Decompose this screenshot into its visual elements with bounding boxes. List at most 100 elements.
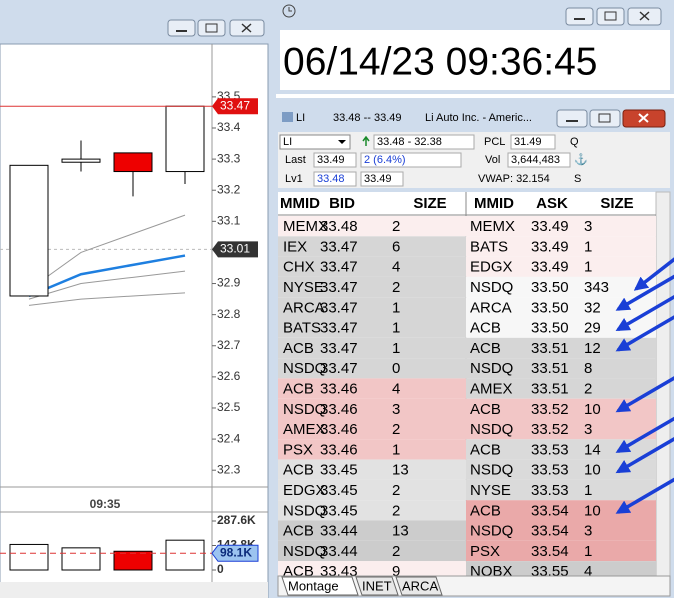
symbol-box[interactable] [279, 134, 351, 150]
ask-row [466, 398, 656, 419]
left-buttons[interactable] [167, 19, 265, 37]
price-tick-label: 33.2 [217, 182, 241, 196]
tab[interactable] [395, 576, 443, 596]
book-cell: ARCA [283, 299, 325, 316]
clock-buttons[interactable] [565, 7, 662, 26]
bid-row [278, 297, 466, 318]
book-cell: 33.44 [320, 523, 358, 540]
bid-row [278, 337, 466, 359]
lv1-ask: 33.49 [364, 173, 392, 185]
arrow [633, 257, 674, 291]
book-cell: 13 [392, 523, 409, 540]
book-cell: 33.47 [320, 279, 358, 296]
price-tick-label: 32.7 [217, 338, 241, 352]
bid-row [278, 276, 466, 298]
ask-row [466, 520, 656, 541]
book-cell: ACB [283, 563, 314, 580]
book-cell: 33.47 [320, 259, 358, 276]
l2-buttons[interactable] [556, 109, 666, 128]
book-cell: NSDQ [283, 543, 326, 560]
arrow [615, 477, 674, 514]
volume-bar [9, 543, 49, 571]
price-tick-label: 33.3 [217, 151, 241, 165]
ask-row [466, 276, 656, 298]
book-cell: 14 [584, 441, 601, 458]
book-cell: 2 [392, 279, 400, 296]
clock-face [280, 30, 670, 90]
tab[interactable] [281, 576, 359, 596]
vol: 3,644,483 [511, 154, 560, 166]
arrow [615, 274, 674, 311]
tab-label[interactable]: ARCA [402, 578, 438, 593]
l2-icon [282, 112, 293, 122]
book-cell: CHX [283, 259, 315, 276]
lv1-bid-box [313, 171, 357, 187]
book-cell: NYSE [283, 279, 324, 296]
book-cell: AMEX [470, 381, 513, 398]
book-cell: NSDQ [470, 462, 513, 479]
book-cell: 12 [584, 340, 601, 357]
bid-row [278, 419, 466, 440]
candle-body [9, 164, 49, 297]
volume-bar [61, 547, 101, 571]
moving-average [28, 292, 186, 306]
book-cell: 8 [584, 360, 592, 377]
book-cell: 33.50 [531, 279, 569, 296]
book-cell: 33.46 [320, 401, 358, 418]
book-cell: 10 [584, 502, 601, 519]
bid-row [278, 256, 466, 277]
ask-row [466, 439, 656, 460]
clock-icon [282, 4, 296, 18]
book-cell: 33.52 [531, 401, 569, 418]
book-cell: NSDQ [470, 421, 513, 438]
book-cell: 32 [584, 299, 601, 316]
book-cell: 6 [392, 238, 400, 255]
tab[interactable] [355, 576, 399, 596]
moving-average [28, 214, 186, 291]
book-cell: PSX [283, 441, 313, 458]
q: Q [570, 136, 579, 148]
average-flag [212, 241, 258, 258]
book-cell: BATS [283, 320, 321, 337]
book-cell: 33.53 [531, 482, 569, 499]
tab-label[interactable]: Montage [288, 578, 339, 593]
bid-row [278, 236, 466, 257]
bid-row [278, 479, 466, 501]
book-cell: ACB [470, 502, 501, 519]
bid-row [278, 378, 466, 399]
volume-marker-label: 98.1K [220, 545, 252, 559]
candle-body [165, 105, 205, 173]
book-cell: 33.47 [320, 320, 358, 337]
book-cell: 33.46 [320, 441, 358, 458]
bid-row [278, 216, 466, 237]
bid-row [278, 439, 466, 460]
ask-row [466, 378, 656, 399]
book-cell: ACB [470, 340, 501, 357]
book-cell: 33.54 [531, 543, 569, 560]
column-header: BID [329, 195, 355, 212]
tabs[interactable]: Montage INET ARCA [281, 576, 443, 596]
book-cell: 1 [584, 543, 592, 560]
l2-title-quote: 33.48 -- 33.49 [333, 112, 402, 124]
lv1-ask-box [360, 171, 404, 187]
bid-row [278, 317, 466, 338]
book-cell: 10 [584, 401, 601, 418]
book-cell: 33.51 [531, 381, 569, 398]
book-cell: 1 [584, 238, 592, 255]
dropdown-arrow[interactable] [338, 140, 346, 144]
anchor-icon: ⚓ [574, 153, 588, 166]
tab-label[interactable]: INET [362, 578, 392, 593]
pcl-box [510, 134, 556, 150]
book-cell: 3 [584, 421, 592, 438]
book-cell: 1 [584, 259, 592, 276]
s: S [574, 173, 581, 185]
book-cell: 2 [392, 543, 400, 560]
book-cell: 3 [584, 218, 592, 235]
book-cell: ACB [470, 401, 501, 418]
scrollbar[interactable] [0, 582, 268, 598]
bid-row [278, 398, 466, 419]
ask-row [466, 358, 656, 379]
range-box [373, 134, 475, 150]
volume-tick-label: 287.6K [217, 513, 256, 527]
